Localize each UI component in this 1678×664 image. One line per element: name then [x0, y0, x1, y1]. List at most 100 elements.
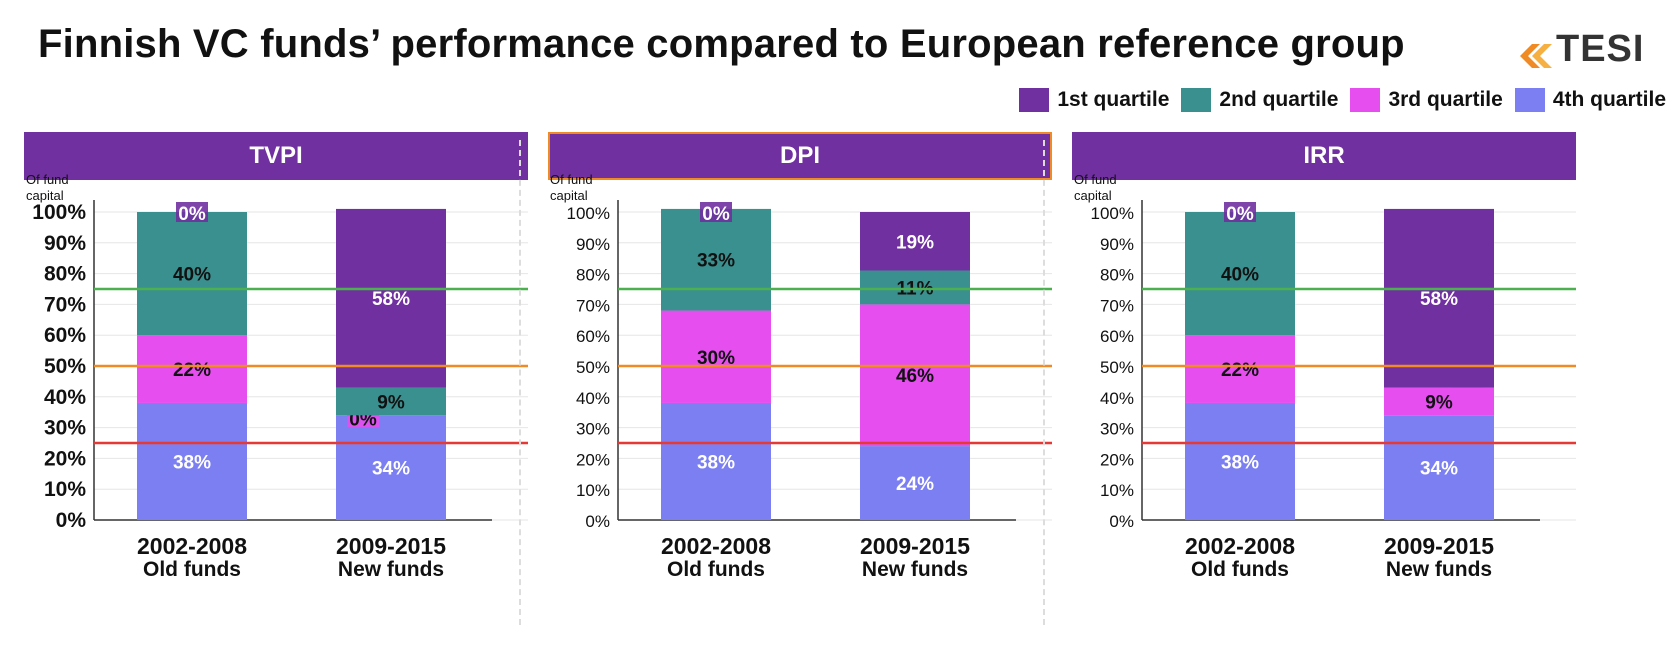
x-category-label: 2002-2008 — [137, 533, 247, 559]
data-label: 38% — [697, 452, 735, 473]
y-tick-label: 10% — [576, 481, 610, 500]
bar-segment — [137, 402, 247, 520]
bar-segment — [336, 208, 446, 388]
data-label: 58% — [372, 289, 410, 310]
data-label: 34% — [372, 459, 410, 480]
legend: 1st quartile 2nd quartile 3rd quartile 4… — [1007, 88, 1666, 112]
data-label: 9% — [377, 392, 405, 413]
y-unit-label: capital — [1074, 188, 1112, 203]
y-tick-label: 60% — [576, 327, 610, 346]
panel-divider — [1043, 140, 1045, 625]
bar-segment — [137, 335, 247, 403]
y-tick-label: 60% — [1100, 327, 1134, 346]
x-category-sublabel: Old funds — [1191, 558, 1289, 581]
y-tick-label: 30% — [44, 417, 86, 440]
y-tick-label: 20% — [44, 447, 86, 470]
chart-panel-dpi: DPI Of fund capital 0% 10% 20% 30% 40% 50% 60% 70… — [548, 132, 1052, 632]
data-label: 38% — [1221, 452, 1259, 473]
data-label: 24% — [896, 474, 934, 495]
legend-swatch — [1181, 88, 1212, 112]
y-tick-label: 40% — [44, 386, 86, 409]
legend-swatch — [1350, 88, 1381, 112]
y-tick-label: 80% — [44, 263, 86, 286]
y-tick-label: 0% — [585, 512, 610, 531]
x-category-sublabel: New funds — [862, 558, 968, 581]
panel-header: TVPI — [24, 132, 528, 180]
chart-panel-tvpi: TVPI Of fund capital 0% 10% 20% 30% 40% 50% 60% 7… — [24, 132, 528, 632]
data-label: 38% — [173, 452, 211, 473]
panel-header: DPI — [548, 132, 1052, 180]
data-label: 22% — [1221, 360, 1259, 381]
x-category-label: 2002-2008 — [661, 533, 771, 559]
x-category-sublabel: Old funds — [143, 558, 241, 581]
label-background — [700, 202, 732, 222]
y-tick-label: 40% — [576, 389, 610, 408]
x-category-label: 2009-2015 — [1384, 533, 1494, 559]
data-label: 58% — [1420, 289, 1458, 310]
logo-chevron-icon-2 — [1532, 44, 1552, 68]
x-category-sublabel: New funds — [1386, 558, 1492, 581]
bar-segment — [1384, 208, 1494, 388]
bar-segment — [860, 304, 970, 447]
bar-segment — [860, 270, 970, 305]
y-tick-label: 20% — [576, 450, 610, 469]
data-label: 40% — [1221, 265, 1259, 286]
bar-segment — [1185, 402, 1295, 520]
logo-text: TESI — [1556, 28, 1645, 70]
label-background — [176, 202, 208, 222]
legend-label: 2nd quartile — [1219, 88, 1339, 111]
y-tick-label: 70% — [576, 296, 610, 315]
y-tick-label: 70% — [1100, 296, 1134, 315]
y-tick-label: 100% — [567, 204, 610, 223]
y-tick-label: 90% — [1100, 235, 1134, 254]
y-tick-label: 80% — [1100, 266, 1134, 285]
y-tick-label: 30% — [1100, 420, 1134, 439]
y-tick-label: 80% — [576, 266, 610, 285]
y-unit-label: Of fund — [26, 172, 69, 187]
bar-segment — [860, 212, 970, 271]
bar-segment — [661, 402, 771, 520]
y-tick-label: 100% — [32, 201, 86, 224]
bar-segment — [336, 387, 446, 416]
legend-item-3rd-quartile: 3rd quartile — [1350, 88, 1503, 112]
legend-label: 4th quartile — [1552, 88, 1666, 111]
y-tick-label: 30% — [576, 420, 610, 439]
y-tick-label: 50% — [44, 355, 86, 378]
y-tick-label: 50% — [1100, 358, 1134, 377]
y-tick-label: 90% — [44, 232, 86, 255]
data-label: 19% — [896, 232, 934, 253]
bar-segment — [1185, 335, 1295, 403]
page-title: Finnish VC funds’ performance compared t… — [38, 22, 1405, 66]
y-tick-label: 50% — [576, 358, 610, 377]
bar-segment — [661, 208, 771, 311]
y-tick-label: 90% — [576, 235, 610, 254]
bar-segment — [860, 446, 970, 520]
y-tick-label: 100% — [1091, 204, 1134, 223]
x-category-sublabel: New funds — [338, 558, 444, 581]
logo-chevron-icon — [1520, 44, 1540, 68]
x-category-label: 2009-2015 — [860, 533, 970, 559]
bar-segment — [1185, 212, 1295, 336]
y-unit-label: Of fund — [1074, 172, 1117, 187]
data-label: 0% — [702, 204, 730, 225]
data-label: 33% — [697, 251, 735, 272]
legend-swatch — [1514, 88, 1545, 112]
bar-segment — [1384, 415, 1494, 520]
legend-label: 1st quartile — [1057, 88, 1170, 111]
data-label: 40% — [173, 265, 211, 286]
legend-swatch — [1019, 88, 1050, 112]
y-tick-label: 70% — [44, 293, 86, 316]
bar-segment — [661, 310, 771, 403]
data-label: 22% — [173, 360, 211, 381]
x-category-sublabel: Old funds — [667, 558, 765, 581]
data-label: 34% — [1420, 459, 1458, 480]
panel-header: IRR — [1072, 132, 1576, 180]
y-tick-label: 60% — [44, 324, 86, 347]
bar-segment — [336, 415, 446, 520]
panel-divider — [519, 140, 521, 625]
legend-item-1st-quartile: 1st quartile — [1019, 88, 1169, 112]
tesi-logo — [1520, 44, 1552, 68]
bar-segment — [1384, 387, 1494, 416]
